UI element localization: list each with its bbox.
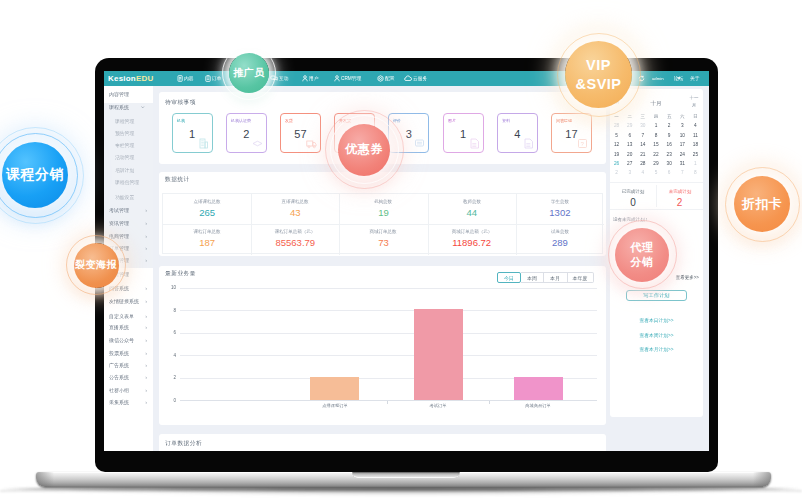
svg-text:?: ?: [580, 141, 584, 147]
